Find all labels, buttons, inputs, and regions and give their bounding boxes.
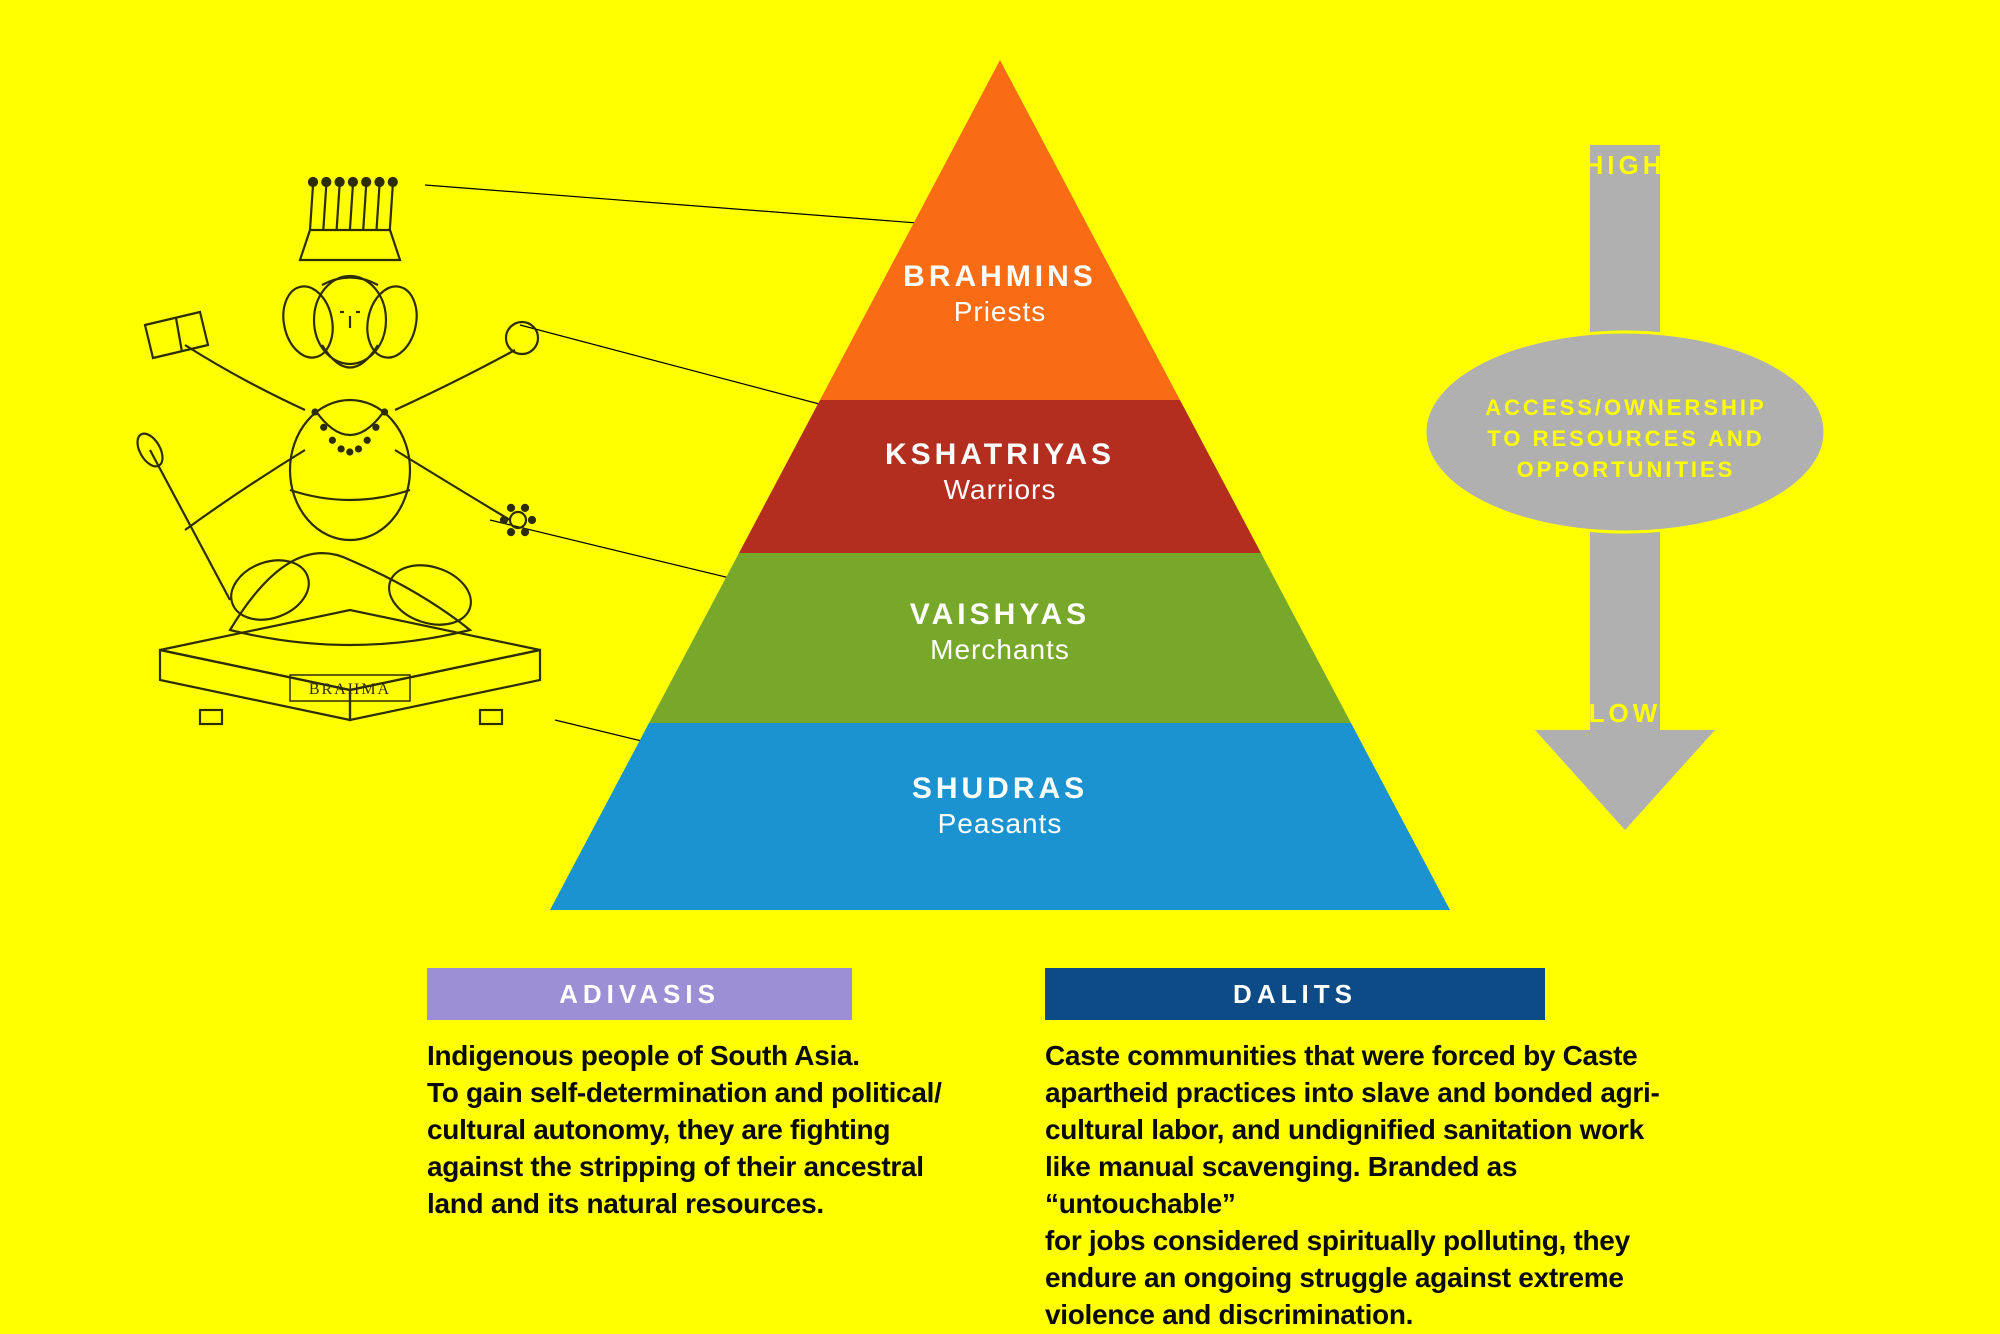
dalits-header-text: DALITS: [1233, 979, 1357, 1010]
tier-subtitle: Merchants: [800, 634, 1200, 666]
dalits-body: Caste communities that were forced by Ca…: [1045, 1038, 1665, 1334]
brahma-illustration: BRAHMA: [132, 178, 540, 724]
tier-label-vaishyas: VAISHYAS Merchants: [800, 598, 1200, 666]
arrow-low-label: LOW: [1555, 698, 1695, 729]
adivasis-body: Indigenous people of South Asia.To gain …: [427, 1038, 992, 1223]
tier-title: KSHATRIYAS: [800, 438, 1200, 472]
adivasis-header: ADIVASIS: [427, 968, 852, 1020]
tier-subtitle: Peasants: [800, 808, 1200, 840]
dalits-header: DALITS: [1045, 968, 1545, 1020]
tier-title: SHUDRAS: [800, 772, 1200, 806]
tier-label-brahmins: BRAHMINS Priests: [800, 260, 1200, 328]
tier-label-kshatriyas: KSHATRIYAS Warriors: [800, 438, 1200, 506]
infographic-canvas: BRAHMA BRAHMINS Priests KSHATRIYAS Warri…: [0, 0, 2000, 1320]
arrow-high-label: HIGH: [1540, 150, 1710, 181]
tier-title: BRAHMINS: [800, 260, 1200, 294]
adivasis-header-text: ADIVASIS: [559, 979, 720, 1010]
tier-label-shudras: SHUDRAS Peasants: [800, 772, 1200, 840]
tier-title: VAISHYAS: [800, 598, 1200, 632]
svg-text:BRAHMA: BRAHMA: [309, 681, 391, 698]
tier-subtitle: Priests: [800, 296, 1200, 328]
tier-subtitle: Warriors: [800, 474, 1200, 506]
resource-oval-text: ACCESS/OWNERSHIPTO RESOURCES ANDOPPORTUN…: [1470, 393, 1782, 485]
